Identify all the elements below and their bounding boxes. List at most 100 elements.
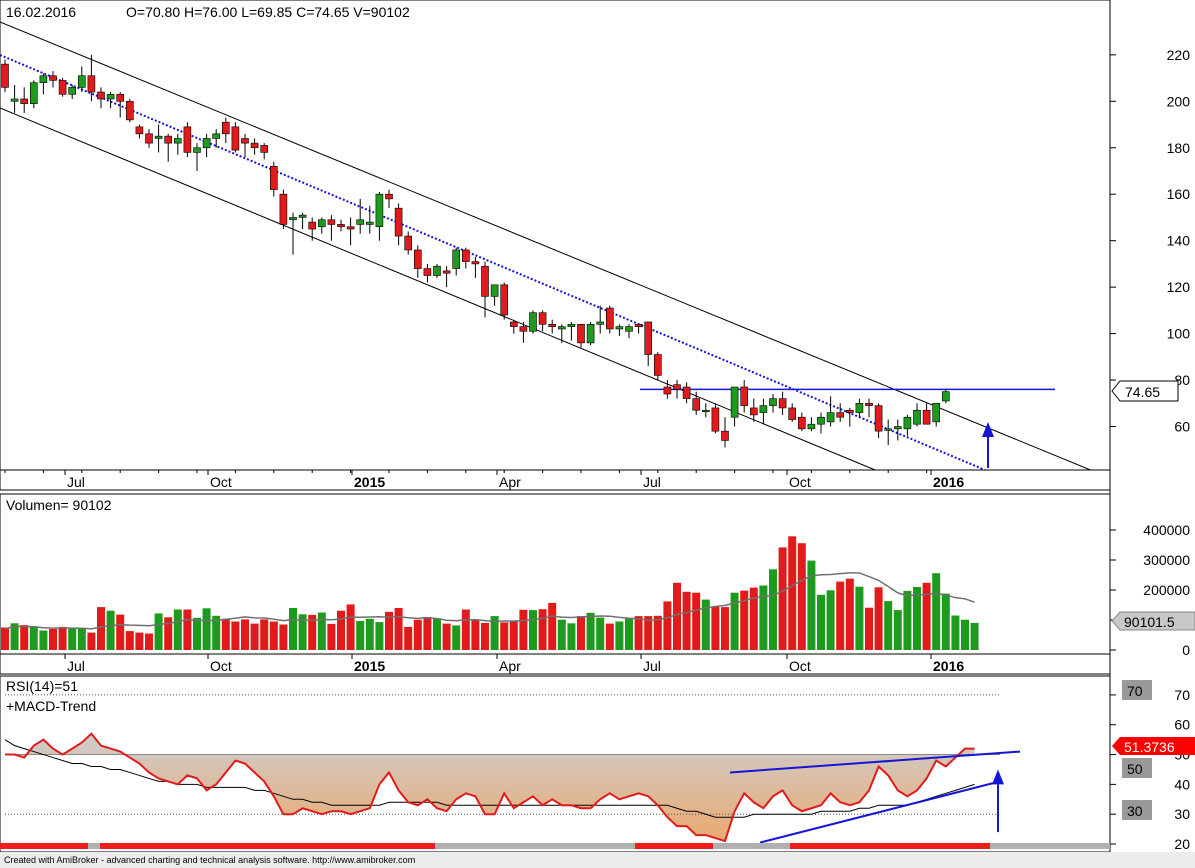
volume-bar [279, 624, 288, 650]
candle-body [461, 249, 470, 262]
volume-bar [634, 616, 643, 650]
volume-bar [500, 622, 509, 650]
rsi-tick-label: 60 [1174, 717, 1190, 733]
candle-body [241, 138, 249, 144]
volume-bar [893, 610, 902, 650]
candle-body [817, 416, 825, 425]
last-rsi-text: 51.3736 [1124, 739, 1175, 755]
volume-bar [970, 623, 979, 650]
volume-tick-label: 0 [1182, 642, 1190, 658]
volume-tick-label: 300000 [1143, 552, 1190, 568]
candle-body [941, 391, 950, 402]
candle-body [605, 307, 614, 330]
price-arrow-head [982, 422, 994, 437]
candle-body [308, 221, 317, 230]
trend-state-segment [100, 843, 400, 849]
volume-bar [874, 587, 883, 650]
last-volume-badge [1111, 611, 1195, 631]
rsi-70-marker-text: 70 [1127, 683, 1143, 699]
rsi-30-marker-text: 30 [1127, 803, 1143, 819]
volume-bar [778, 547, 787, 650]
volume-bar [260, 619, 269, 650]
x-tick-label: 2015 [354, 658, 385, 674]
candle-body [538, 312, 547, 325]
candle-body [164, 135, 172, 144]
candle-body [346, 226, 355, 230]
volume-bar [125, 631, 134, 650]
price-tick-label: 100 [1167, 326, 1191, 342]
volume-bar [721, 607, 729, 650]
volume-bar [922, 582, 931, 650]
rsi-area [5, 733, 975, 842]
volume-bar [327, 623, 336, 650]
volume-bar [941, 593, 950, 650]
volume-bar [471, 619, 480, 650]
candle-body [423, 268, 432, 276]
candle-body [68, 87, 76, 95]
candle-body [183, 126, 192, 153]
rsi-upper-trendline [729, 750, 1021, 774]
candle-body [807, 423, 816, 430]
volume-bar [951, 615, 960, 650]
candle-body [596, 321, 605, 325]
volume-bar [154, 613, 163, 650]
rsi-30-marker [1122, 800, 1152, 820]
volume-bar [653, 615, 662, 650]
price-tick-label: 60 [1174, 419, 1190, 435]
candle-body [730, 386, 739, 418]
candles [1, 54, 950, 448]
volume-bar [212, 615, 221, 650]
candle-body [29, 82, 38, 104]
rsi-70-marker [1122, 680, 1152, 700]
price-tick-label: 200 [1167, 93, 1191, 109]
footer-bar [0, 852, 1195, 868]
candle-body [932, 402, 941, 423]
candle-body [903, 416, 912, 430]
price-tick-label: 120 [1167, 279, 1191, 295]
volume-bar [673, 582, 681, 650]
volume-bar [586, 612, 595, 650]
candle-body [452, 249, 461, 269]
volume-bar [97, 607, 105, 650]
candle-body [145, 133, 153, 144]
candle-body [586, 324, 595, 344]
volume-bar [433, 618, 441, 650]
trend-state-bar [0, 843, 1110, 849]
candle-body [701, 409, 710, 413]
volume-bar [202, 608, 211, 650]
volume-bar [817, 594, 825, 650]
rsi-lines [4, 732, 1021, 844]
volume-bar [346, 604, 355, 650]
volume-bar [836, 581, 845, 650]
last-price-text: 74.65 [1125, 384, 1160, 400]
rsi-50-marker-text: 50 [1127, 761, 1143, 777]
volume-average [4, 572, 975, 630]
candle-body [289, 217, 297, 221]
candle-body [557, 326, 566, 330]
volume-bar [605, 623, 614, 650]
candle-body [404, 235, 413, 251]
volume-bar [385, 611, 393, 650]
candle-body [433, 265, 441, 276]
x-tick-label: Apr [499, 474, 521, 490]
channel-upper-line [0, 21, 1111, 479]
x-tick-label: Apr [499, 658, 521, 674]
volume-bar [29, 626, 38, 650]
volume-bar [375, 622, 384, 650]
volume-bar [145, 633, 153, 650]
volume-bar [317, 612, 326, 650]
rsi-lower-trendline [759, 780, 1001, 844]
candle-body [913, 409, 921, 425]
candle-body [260, 145, 269, 153]
candle-body [337, 224, 345, 228]
volume-bar [269, 621, 278, 650]
candle-body [250, 142, 259, 149]
candle-body [653, 354, 662, 376]
candle-body [106, 94, 115, 100]
volume-bar [913, 587, 921, 650]
candle-body [490, 284, 499, 297]
x-tick-label: 2016 [933, 658, 964, 674]
rsi-area-fill [5, 694, 1000, 842]
volume-bars [1, 536, 979, 650]
volume-bar [87, 632, 96, 650]
